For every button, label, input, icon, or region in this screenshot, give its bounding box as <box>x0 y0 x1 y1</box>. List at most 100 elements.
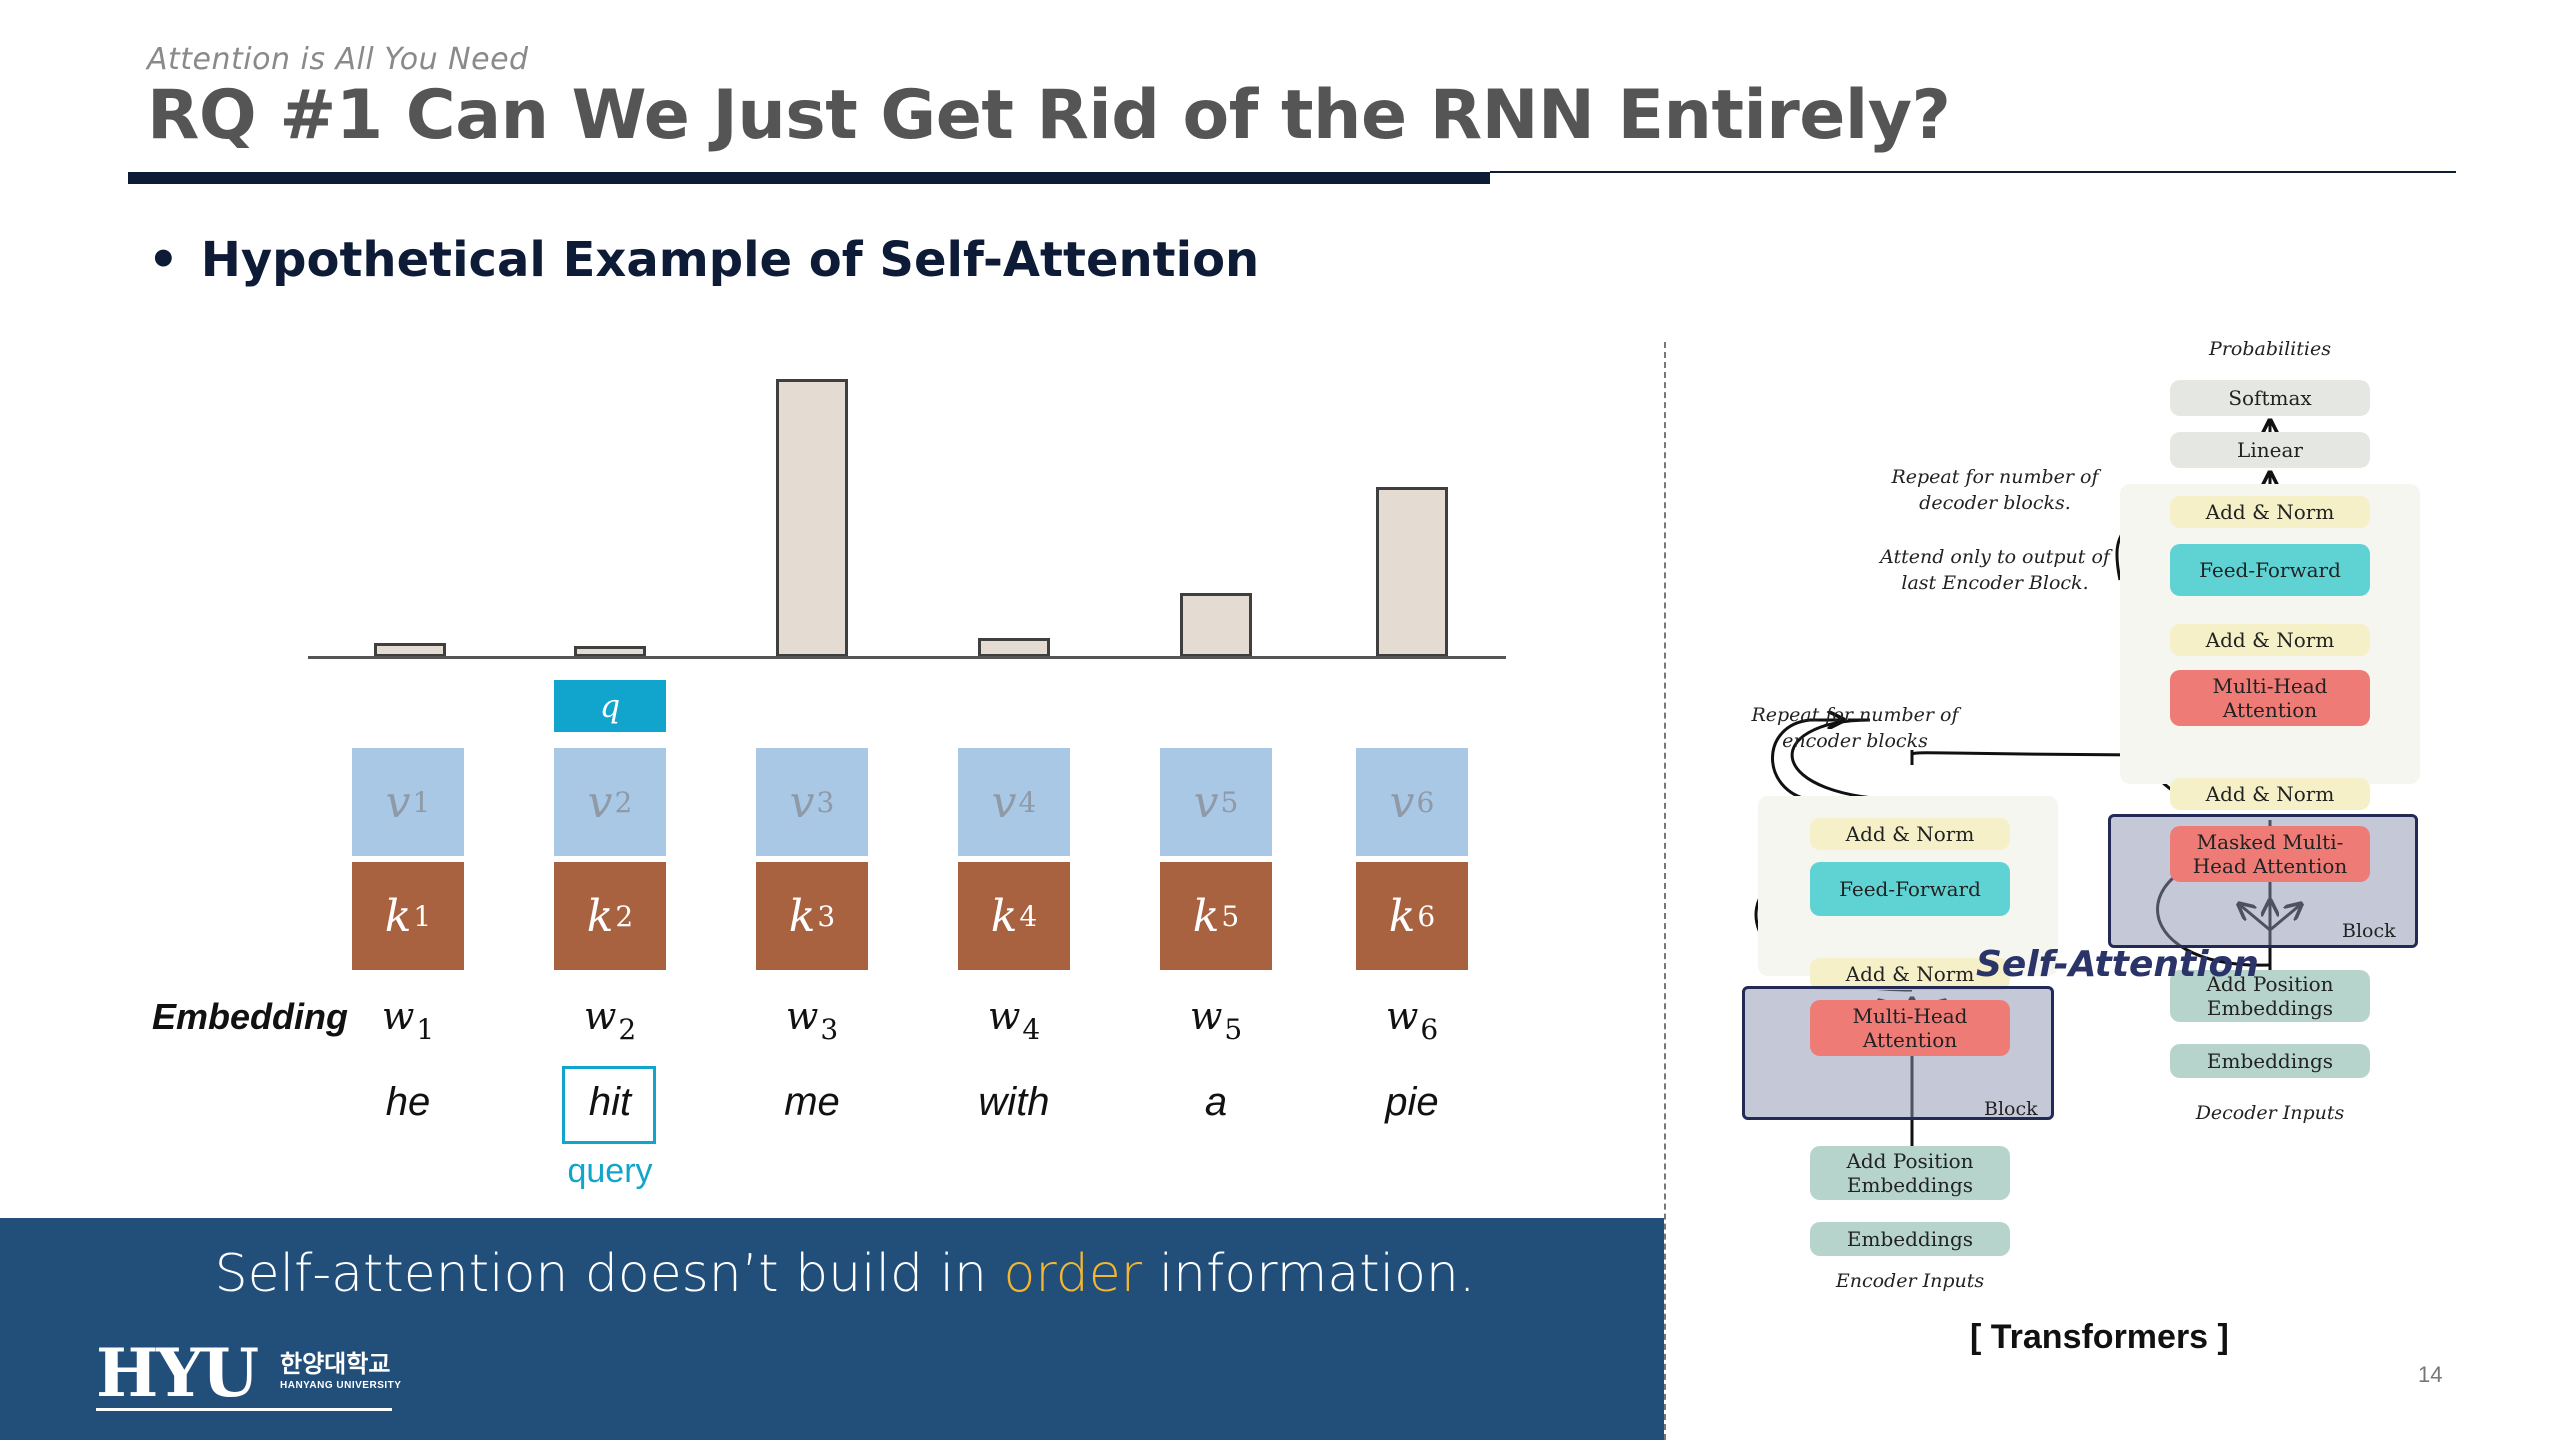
attention-bar-3 <box>776 379 848 657</box>
decoder-inputs-label: Decoder Inputs <box>2195 1102 2345 1124</box>
probabilities-label: Probabilities <box>2209 338 2331 360</box>
key-vector-6-index: 6 <box>1417 899 1436 933</box>
title-rule-thick <box>128 172 1490 184</box>
key-vector-1-index: 1 <box>413 899 432 933</box>
key-vector-5-index: 5 <box>1221 899 1240 933</box>
embedding-token-6: w6 <box>1356 994 1468 1046</box>
query-word-highlight <box>562 1066 656 1144</box>
banner-text-before: Self-attention doesn’t build in <box>214 1244 1004 1304</box>
decoder-repeat-note: Repeat for number of decoder blocks. <box>1870 464 2120 516</box>
embedding-token-2: w2 <box>554 994 666 1046</box>
embedding-label: Embedding <box>152 996 348 1037</box>
encoder-add-norm-low: Add & Norm <box>1810 958 2010 990</box>
query-vector-box: q <box>554 680 666 732</box>
embedding-index-3: 3 <box>820 1013 839 1046</box>
encoder-block-label: Block <box>1984 1098 2038 1120</box>
embedding-index-6: 6 <box>1420 1013 1439 1046</box>
value-vector-4-symbol: v <box>991 776 1017 828</box>
word-3: me <box>784 1080 840 1124</box>
banner-text-after: information. <box>1142 1244 1476 1304</box>
slide-subtitle: Attention is All You Need <box>147 42 529 77</box>
banner-message: Self-attention doesn’t build in order in… <box>0 1244 1690 1304</box>
banner-highlight: order <box>1003 1244 1143 1304</box>
decoder-repeat-line1: Repeat for number of <box>1891 466 2099 488</box>
encoder-feed-forward-box: Feed-Forward <box>1810 862 2010 916</box>
bullet-dot: • <box>148 232 179 288</box>
decoder-add-norm-mid: Add & Norm <box>2170 624 2370 656</box>
word-2: hit <box>588 1080 632 1124</box>
word-4: with <box>978 1080 1050 1124</box>
value-vector-2-symbol: v <box>587 776 613 828</box>
masked-attention-box: Masked Multi- Head Attention <box>2170 826 2370 882</box>
embedding-token-4: w4 <box>958 994 1070 1046</box>
masked-line2: Head Attention <box>2192 854 2348 878</box>
value-vector-6-index: 6 <box>1416 785 1435 819</box>
key-vector-2-symbol: k <box>586 890 614 942</box>
enc-mha-line1: Multi-Head <box>1852 1004 1968 1028</box>
attend-note: Attend only to output of last Encoder Bl… <box>1870 544 2120 596</box>
transformers-caption: [ Transformers ] <box>1970 1318 2229 1356</box>
embedding-token-1: w1 <box>352 994 464 1046</box>
dec-pos-line2: Embeddings <box>2206 996 2334 1020</box>
value-vector-5-index: 5 <box>1220 785 1239 819</box>
embedding-symbol-6: w <box>1385 994 1419 1038</box>
key-vector-2-index: 2 <box>615 899 634 933</box>
title-rule-thin <box>1490 171 2456 173</box>
word-6: pie <box>1385 1080 1439 1124</box>
attention-bar-6 <box>1376 487 1448 657</box>
value-vector-5-symbol: v <box>1193 776 1219 828</box>
logo-underline <box>96 1408 392 1411</box>
value-vector-2-index: 2 <box>614 785 633 819</box>
decoder-repeat-line2: decoder blocks. <box>1919 492 2071 514</box>
bar-baseline <box>308 656 1506 659</box>
key-vector-6-symbol: k <box>1388 890 1416 942</box>
word-1: he <box>385 1080 431 1124</box>
word-5: a <box>1204 1080 1228 1124</box>
decoder-add-norm-low: Add & Norm <box>2170 778 2370 810</box>
linear-box: Linear <box>2170 432 2370 468</box>
encoder-repeat-line2: encoder blocks <box>1782 730 1928 752</box>
embedding-index-5: 5 <box>1224 1013 1243 1046</box>
hyu-logo: HYU 한양대학교 HANYANG UNIVERSITY <box>96 1334 401 1412</box>
enc-mha-line2: Attention <box>1862 1028 1958 1052</box>
value-vector-1-index: 1 <box>412 785 431 819</box>
embedding-index-4: 4 <box>1022 1013 1041 1046</box>
attend-line1: Attend only to output of <box>1880 546 2110 568</box>
dec-pos-line1: Add Position <box>2206 972 2334 996</box>
decoder-embeddings-box: Embeddings <box>2170 1044 2370 1078</box>
page-number: 14 <box>2418 1362 2443 1387</box>
decoder-add-norm-top: Add & Norm <box>2170 496 2370 528</box>
encoder-repeat-note: Repeat for number of encoder blocks <box>1740 702 1970 754</box>
self-attention-label: Self-Attention <box>1976 944 2259 985</box>
key-vector-5-symbol: k <box>1192 890 1220 942</box>
softmax-box: Softmax <box>2170 380 2370 416</box>
encoder-embeddings-box: Embeddings <box>1810 1222 2010 1256</box>
key-vector-4-index: 4 <box>1019 899 1038 933</box>
decoder-feed-forward-box: Feed-Forward <box>2170 544 2370 596</box>
attention-bar-2 <box>574 646 646 657</box>
attention-bar-1 <box>374 643 446 657</box>
query-label: query <box>567 1152 653 1190</box>
embedding-token-3: w3 <box>756 994 868 1046</box>
encoder-inputs-label: Encoder Inputs <box>1835 1270 1985 1292</box>
decoder-block-label: Block <box>2342 920 2396 942</box>
value-vector-3-symbol: v <box>789 776 815 828</box>
logo-wordmark: HYU <box>96 1334 259 1412</box>
decoder-cross-attention-box: Multi-Head Attention <box>2170 670 2370 726</box>
key-vector-4-symbol: k <box>990 890 1018 942</box>
embedding-symbol-5: w <box>1189 994 1223 1038</box>
embedding-token-5: w5 <box>1160 994 1272 1046</box>
encoder-repeat-line1: Repeat for number of <box>1751 704 1959 726</box>
logo-korean: 한양대학교 <box>280 1351 391 1378</box>
value-vector-4-index: 4 <box>1018 785 1037 819</box>
